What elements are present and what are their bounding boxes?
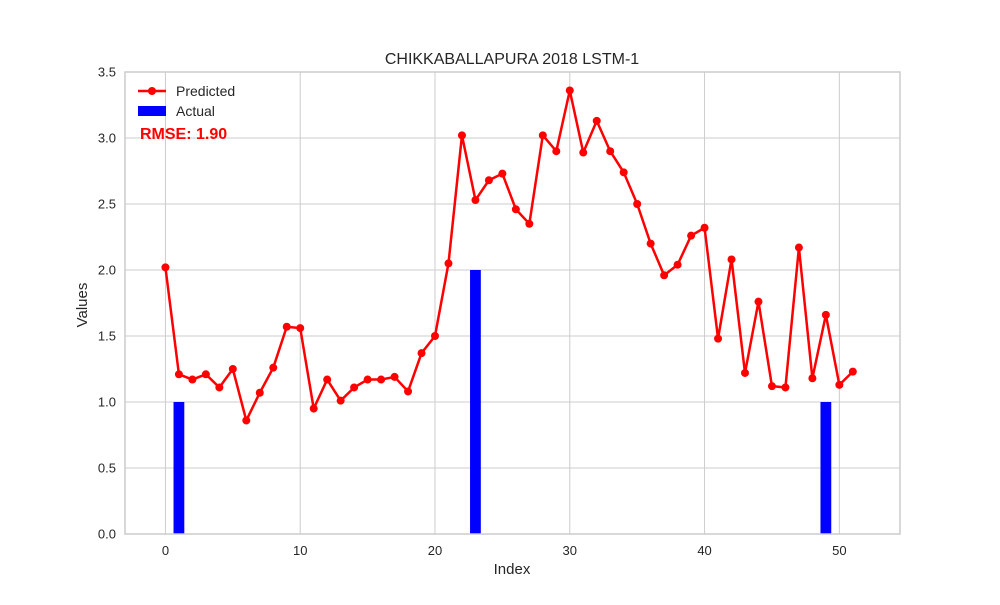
- predicted-point: [484, 176, 493, 185]
- predicted-point: [323, 375, 332, 384]
- x-tick-label: 10: [293, 543, 307, 558]
- predicted-point: [161, 263, 170, 272]
- actual-bar: [173, 402, 185, 534]
- predicted-point: [835, 380, 844, 389]
- predicted-series-line: [164, 89, 854, 422]
- predicted-point: [552, 147, 561, 156]
- y-tick-label: 0.0: [98, 527, 116, 542]
- predicted-point: [282, 322, 291, 331]
- predicted-point: [309, 404, 318, 413]
- tick-labels: 0 10 20 30 40 50 0.0 0.5 1.0 1.5 2.0 2.5 3.0 3.5: [98, 65, 847, 559]
- predicted-point: [821, 310, 830, 319]
- predicted-point: [471, 196, 480, 205]
- predicted-point: [754, 297, 763, 306]
- y-tick-label: 1.5: [98, 329, 116, 344]
- predicted-point: [592, 116, 601, 125]
- rmse-annotation: RMSE: 1.90: [140, 126, 227, 143]
- x-tick-label: 0: [162, 543, 169, 558]
- predicted-point: [646, 239, 655, 248]
- legend-actual-swatch-icon: [138, 106, 166, 116]
- actual-bars: [173, 270, 832, 534]
- predicted-point: [431, 332, 439, 340]
- predicted-point: [767, 382, 776, 391]
- y-tick-label: 3.5: [98, 65, 116, 80]
- predicted-point: [269, 363, 278, 372]
- predicted-point: [525, 219, 534, 228]
- y-tick-label: 2.0: [98, 263, 116, 278]
- y-tick-label: 3.0: [98, 131, 116, 146]
- predicted-point: [417, 349, 426, 358]
- x-tick-label: 30: [563, 543, 577, 558]
- predicted-point: [727, 255, 736, 264]
- y-tick-label: 1.0: [98, 395, 116, 410]
- y-axis-label: Values: [74, 283, 91, 328]
- predicted-point: [660, 271, 669, 280]
- predicted-point: [619, 168, 628, 177]
- actual-bar: [470, 270, 481, 534]
- predicted-point: [242, 416, 251, 425]
- legend: Predicted Actual: [138, 83, 235, 119]
- predicted-point: [255, 388, 264, 397]
- predicted-point: [741, 368, 749, 377]
- predicted-line: [161, 86, 857, 425]
- predicted-point: [457, 131, 466, 140]
- predicted-point: [606, 147, 615, 156]
- predicted-point: [781, 383, 790, 392]
- x-tick-label: 20: [428, 543, 442, 558]
- predicted-point: [794, 243, 803, 252]
- y-tick-label: 0.5: [98, 461, 116, 476]
- x-tick-label: 50: [832, 543, 846, 558]
- y-tick-label: 2.5: [98, 197, 116, 212]
- legend-actual-label: Actual: [176, 103, 215, 119]
- predicted-point: [687, 231, 696, 240]
- predicted-point: [377, 375, 386, 384]
- predicted-point: [498, 169, 507, 178]
- predicted-point: [215, 383, 224, 392]
- predicted-point: [390, 372, 399, 381]
- predicted-point: [700, 223, 709, 232]
- predicted-point: [350, 383, 359, 392]
- actual-bar: [820, 402, 832, 534]
- x-tick-label: 40: [697, 543, 711, 558]
- predicted-point: [579, 148, 588, 157]
- predicted-point: [565, 86, 574, 95]
- x-axis-label: Index: [494, 561, 531, 578]
- legend-predicted-label: Predicted: [176, 83, 235, 99]
- plot-frame: [124, 71, 901, 535]
- predicted-point: [848, 367, 857, 376]
- predicted-point: [404, 387, 413, 396]
- predicted-point: [336, 396, 345, 405]
- predicted-point: [808, 374, 817, 383]
- predicted-point: [538, 131, 547, 140]
- predicted-point: [174, 370, 183, 379]
- chart-title: CHIKKABALLAPURA 2018 LSTM-1: [385, 51, 639, 68]
- predicted-point: [228, 365, 237, 373]
- predicted-point: [511, 205, 520, 214]
- predicted-point: [363, 375, 372, 384]
- predicted-point: [633, 200, 642, 208]
- predicted-point: [673, 260, 682, 269]
- predicted-point: [188, 375, 197, 384]
- predicted-point: [296, 324, 305, 333]
- predicted-point: [714, 334, 723, 343]
- legend-predicted-marker-icon: [148, 87, 156, 95]
- predicted-point: [444, 259, 453, 268]
- predicted-point: [201, 370, 210, 379]
